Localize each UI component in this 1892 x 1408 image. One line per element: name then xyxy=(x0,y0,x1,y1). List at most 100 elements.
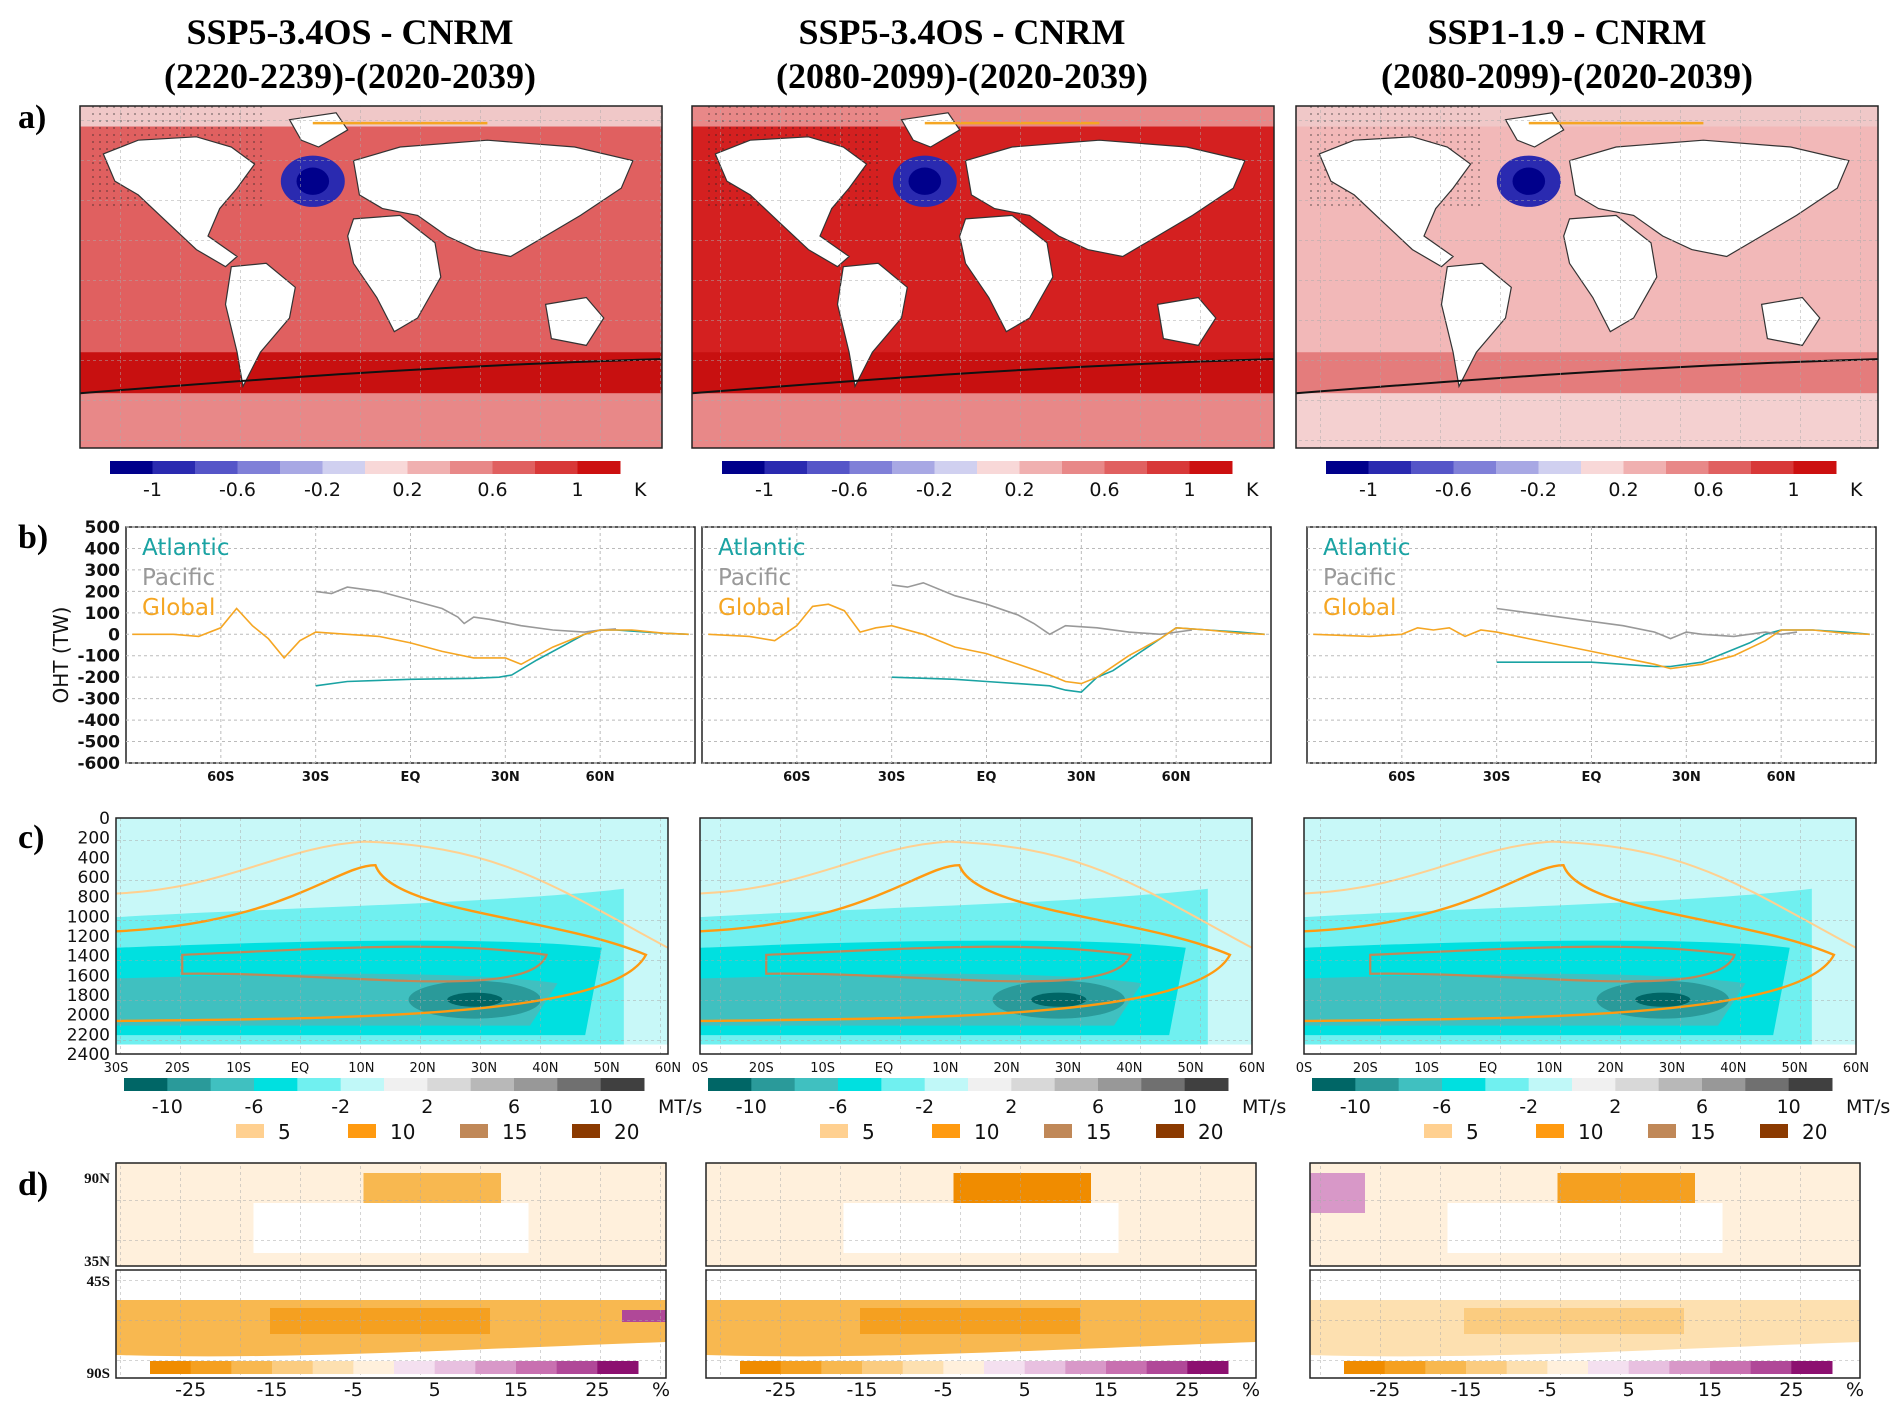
panel-letter-a: a) xyxy=(18,99,46,136)
sst-colorbar-tick-label: -1 xyxy=(143,479,162,501)
sf-colorbar-swatch-4 xyxy=(254,1078,298,1091)
sf-xtick-label: 50N xyxy=(1178,1061,1204,1076)
polar-colorbar-swatch-9 xyxy=(1065,1361,1107,1374)
sf-colorbar-swatch-5 xyxy=(1485,1078,1530,1091)
oht-xtick-label: 60N xyxy=(586,770,615,785)
sst-colorbar-tick-label: 0.2 xyxy=(392,479,422,501)
polar-colorbar-swatch-7 xyxy=(984,1361,1026,1374)
sst-colorbar-tick-label: 0.2 xyxy=(1004,479,1034,501)
oht-legend-global: Global xyxy=(718,595,791,621)
sf-colorbar-tick-label: -10 xyxy=(736,1096,767,1118)
polar-colorbar-swatch-11 xyxy=(1750,1361,1792,1374)
sf-colorbar-unit-label: MT/s xyxy=(1242,1096,1286,1118)
sf-contour-legend-swatch xyxy=(348,1124,376,1138)
sf-xtick-label: 30N xyxy=(1659,1061,1685,1076)
polar-colorbar-swatch-9 xyxy=(475,1361,517,1374)
sst-colorbar-swatch-3 xyxy=(1411,461,1454,474)
sst-colorbar-swatch-9 xyxy=(1062,461,1105,474)
polar-colorbar-swatch-5 xyxy=(1506,1361,1548,1374)
sst-colorbar-swatch-9 xyxy=(1666,461,1709,474)
sst-colorbar-tick-label: 1 xyxy=(1787,479,1799,501)
polar-colorbar-swatch-6 xyxy=(353,1361,395,1374)
sst-colorbar-tick-label: 0.6 xyxy=(477,479,507,501)
polar-colorbar-swatch-3 xyxy=(821,1361,863,1374)
polar-colorbar-swatch-7 xyxy=(1588,1361,1630,1374)
polar-colorbar-swatch-8 xyxy=(434,1361,476,1374)
polar-colorbar-swatch-6 xyxy=(1547,1361,1589,1374)
polar-colorbar-swatch-8 xyxy=(1628,1361,1670,1374)
sf-colorbar-swatch-10 xyxy=(514,1078,558,1091)
sf-gridlines xyxy=(1304,818,1856,1054)
sf-contour-legend-label: 5 xyxy=(278,1120,291,1144)
sf-xtick-label: 10S xyxy=(810,1061,835,1076)
sf-ytick-label: 600 xyxy=(78,868,110,888)
polar-colorbar-swatch-6 xyxy=(943,1361,985,1374)
sf-colorbar-swatch-8 xyxy=(1011,1078,1056,1091)
sf-colorbar-swatch-12 xyxy=(600,1078,645,1091)
polar-colorbar-swatch-8 xyxy=(1024,1361,1066,1374)
sf-colorbar-swatch-11 xyxy=(557,1078,602,1091)
sst-colorbar-tick-label: 0.6 xyxy=(1089,479,1119,501)
sf-xtick-label: 0S xyxy=(1296,1061,1313,1076)
sf-colorbar-tick-label: -10 xyxy=(1340,1096,1371,1118)
oht-line-global xyxy=(132,607,689,666)
row-b-oht-charts: 60S 30S EQ 30N 60N 5004003002001000-100-200-3… xyxy=(49,518,1877,785)
sf-xtick-label: 10S xyxy=(226,1061,251,1076)
sst-colorbar-swatch-1 xyxy=(1326,461,1369,474)
polar-south-grid xyxy=(116,1270,666,1378)
panel-letter-c: c) xyxy=(18,819,44,856)
polar-lat-label: 90N xyxy=(84,1171,110,1187)
polar-north-grid xyxy=(1310,1163,1860,1266)
sf-colorbar-tick-label: 2 xyxy=(1609,1096,1621,1118)
oht-xtick-label: EQ xyxy=(977,770,997,785)
sf-colorbar-swatch-4 xyxy=(838,1078,882,1091)
sst-map-frame xyxy=(691,105,1275,449)
polar-colorbar-tick-label: 15 xyxy=(504,1379,528,1401)
sf-contour-legend-label: 5 xyxy=(1466,1120,1479,1144)
sst-map-frame xyxy=(1295,105,1879,449)
sf-colorbar-swatch-12 xyxy=(1184,1078,1229,1091)
sf-colorbar-tick-label: -6 xyxy=(245,1096,264,1118)
oht-ytick-label: -400 xyxy=(77,711,120,731)
sst-colorbar-swatch-8 xyxy=(407,461,451,474)
oht-ytick-label: 200 xyxy=(85,582,121,602)
sst-colorbar-swatch-1 xyxy=(722,461,765,474)
sst-colorbar-unit-label: K xyxy=(634,479,647,501)
oht-plot-area xyxy=(125,526,696,764)
polar-colorbar-unit-label: % xyxy=(1242,1379,1260,1401)
oht-xtick-label: EQ xyxy=(1582,770,1602,785)
sf-colorbar-swatch-5 xyxy=(297,1078,342,1091)
oht-ytick-label: 500 xyxy=(85,518,121,538)
sf-colorbar-swatch-9 xyxy=(1658,1078,1703,1091)
sf-ytick-label: 800 xyxy=(78,888,110,908)
sst-colorbar-swatch-11 xyxy=(1751,461,1794,474)
sf-contour-legend-label: 15 xyxy=(1086,1120,1111,1144)
polar-colorbar-swatch-11 xyxy=(1146,1361,1188,1374)
sst-colorbar-tick-label: -0.6 xyxy=(831,479,868,501)
sf-contour-legend-label: 10 xyxy=(974,1120,999,1144)
sf-ytick-label: 0 xyxy=(99,809,110,829)
polar-colorbar-swatch-1 xyxy=(150,1361,192,1374)
polar-colorbar-tick-label: 15 xyxy=(1094,1379,1118,1401)
oht-ytick-label: 100 xyxy=(85,604,121,624)
sf-colorbar-swatch-9 xyxy=(470,1078,515,1091)
sst-colorbar-swatch-12 xyxy=(1793,461,1837,474)
sf-contour-legend-swatch xyxy=(236,1124,264,1138)
oht-chart-1: 60S 30S EQ 30N 60N 5004003002001000-100-200-3… xyxy=(49,518,696,785)
oht-xtick-label: 30N xyxy=(1067,770,1096,785)
polar-colorbar-tick-label: -25 xyxy=(175,1379,206,1401)
column-title-3-line2: (2080-2099)-(2020-2039) xyxy=(1381,56,1753,96)
polar-colorbar-tick-label: -5 xyxy=(1538,1379,1557,1401)
sf-ytick-label: 400 xyxy=(78,848,110,868)
column-title-3-line1: SSP1-1.9 - CNRM xyxy=(1428,12,1707,52)
oht-y-axis-label: OHT (TW) xyxy=(49,607,73,704)
panel-letter-b: b) xyxy=(18,519,48,556)
sf-frame xyxy=(115,817,669,1055)
sst-gridlines xyxy=(1296,106,1878,448)
sf-colorbar-swatch-7 xyxy=(384,1078,428,1091)
oht-legend-atlantic: Atlantic xyxy=(1323,535,1410,561)
sf-colorbar-swatch-3 xyxy=(1398,1078,1443,1091)
sf-xtick-label: 20S xyxy=(1353,1061,1378,1076)
sst-colorbar-swatch-2 xyxy=(764,461,808,474)
